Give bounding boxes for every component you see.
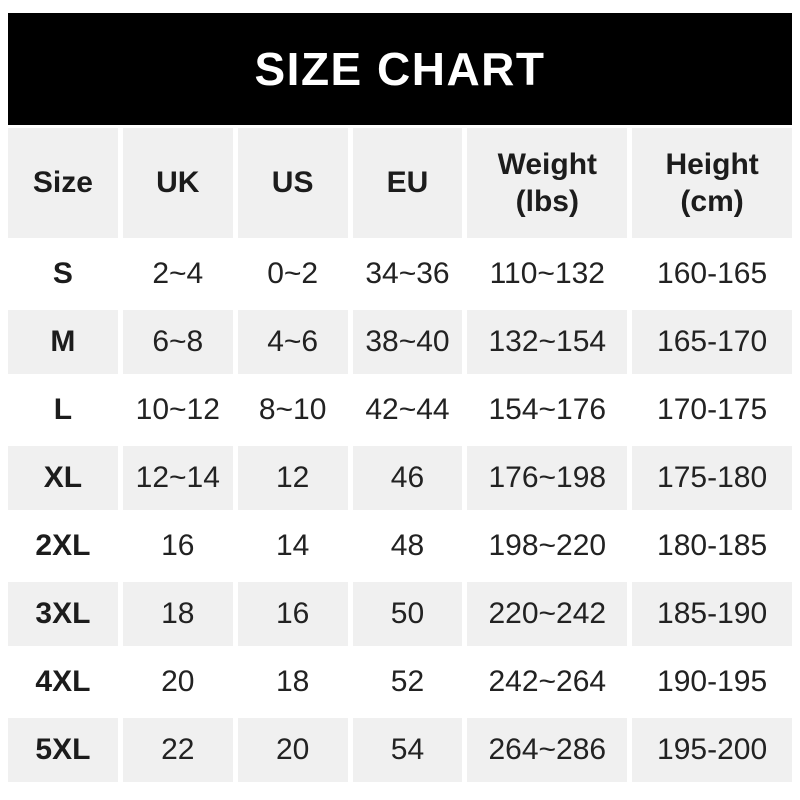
cell-us: 16 bbox=[237, 582, 348, 646]
cell-weight: 220~242 bbox=[467, 582, 628, 646]
cell-uk: 18 bbox=[122, 582, 233, 646]
cell-size: 4XL bbox=[8, 650, 118, 714]
cell-us: 8~10 bbox=[237, 378, 348, 442]
cell-size: L bbox=[8, 378, 118, 442]
cell-uk: 22 bbox=[122, 718, 233, 782]
cell-size: 5XL bbox=[8, 718, 118, 782]
cell-us: 12 bbox=[237, 446, 348, 510]
cell-height: 175-180 bbox=[632, 446, 792, 510]
cell-height: 165-170 bbox=[632, 310, 792, 374]
column-header-us: US bbox=[237, 128, 348, 238]
size-chart-table: Size UK US EU Weight (lbs) Height (cm) S… bbox=[8, 128, 792, 782]
cell-weight: 242~264 bbox=[467, 650, 628, 714]
cell-size: M bbox=[8, 310, 118, 374]
cell-uk: 6~8 bbox=[122, 310, 233, 374]
cell-us: 20 bbox=[237, 718, 348, 782]
cell-size: XL bbox=[8, 446, 118, 510]
cell-size: S bbox=[8, 242, 118, 306]
column-header-height: Height (cm) bbox=[632, 128, 792, 238]
cell-weight: 154~176 bbox=[467, 378, 628, 442]
cell-weight: 264~286 bbox=[467, 718, 628, 782]
cell-us: 18 bbox=[237, 650, 348, 714]
cell-eu: 34~36 bbox=[352, 242, 463, 306]
size-chart-title: SIZE CHART bbox=[254, 43, 546, 95]
cell-us: 4~6 bbox=[237, 310, 348, 374]
column-header-size: Size bbox=[8, 128, 118, 238]
cell-size: 2XL bbox=[8, 514, 118, 578]
cell-uk: 20 bbox=[122, 650, 233, 714]
cell-height: 170-175 bbox=[632, 378, 792, 442]
cell-eu: 52 bbox=[352, 650, 463, 714]
cell-uk: 10~12 bbox=[122, 378, 233, 442]
cell-height: 195-200 bbox=[632, 718, 792, 782]
cell-size: 3XL bbox=[8, 582, 118, 646]
cell-weight: 110~132 bbox=[467, 242, 628, 306]
cell-eu: 42~44 bbox=[352, 378, 463, 442]
column-header-eu: EU bbox=[352, 128, 463, 238]
cell-us: 0~2 bbox=[237, 242, 348, 306]
cell-weight: 176~198 bbox=[467, 446, 628, 510]
cell-uk: 2~4 bbox=[122, 242, 233, 306]
cell-eu: 46 bbox=[352, 446, 463, 510]
cell-uk: 12~14 bbox=[122, 446, 233, 510]
cell-weight: 198~220 bbox=[467, 514, 628, 578]
cell-us: 14 bbox=[237, 514, 348, 578]
cell-eu: 48 bbox=[352, 514, 463, 578]
cell-height: 180-185 bbox=[632, 514, 792, 578]
cell-uk: 16 bbox=[122, 514, 233, 578]
cell-eu: 54 bbox=[352, 718, 463, 782]
column-header-weight: Weight (lbs) bbox=[467, 128, 628, 238]
cell-height: 185-190 bbox=[632, 582, 792, 646]
size-chart-banner: SIZE CHART bbox=[8, 13, 792, 125]
cell-height: 160-165 bbox=[632, 242, 792, 306]
cell-eu: 50 bbox=[352, 582, 463, 646]
cell-eu: 38~40 bbox=[352, 310, 463, 374]
cell-height: 190-195 bbox=[632, 650, 792, 714]
cell-weight: 132~154 bbox=[467, 310, 628, 374]
column-header-uk: UK bbox=[122, 128, 233, 238]
